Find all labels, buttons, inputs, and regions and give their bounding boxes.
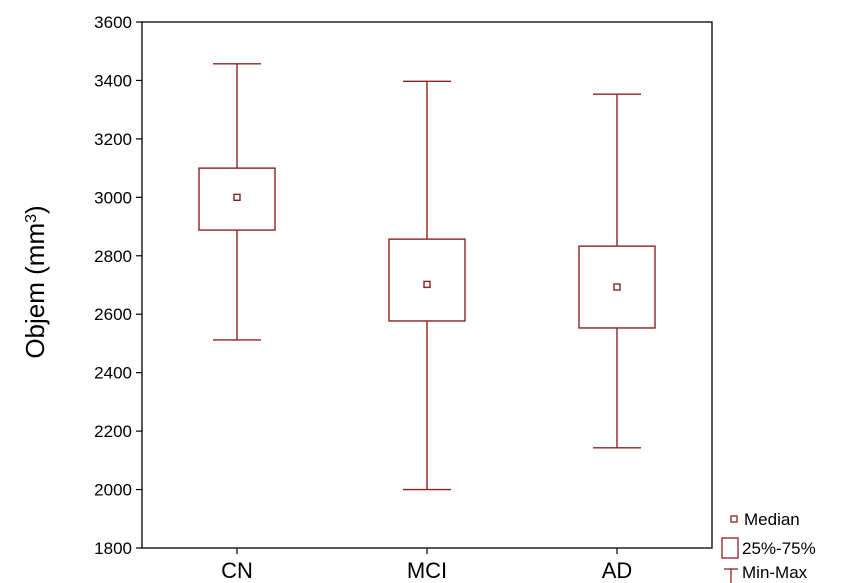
y-tick-label: 3000 xyxy=(94,188,132,207)
box-ad xyxy=(578,93,656,449)
y-tick-label: 2600 xyxy=(94,305,132,324)
box-cn xyxy=(198,63,276,341)
legend: Median 25%-75% Min-Max xyxy=(721,510,816,583)
iqr-box xyxy=(388,238,466,322)
legend-median-icon xyxy=(730,515,738,523)
y-tick-label: 1800 xyxy=(94,539,132,558)
y-tick-label: 2000 xyxy=(94,481,132,500)
legend-median-label: Median xyxy=(744,510,800,529)
y-axis-title-end: ) xyxy=(20,205,50,214)
y-tick-label: 2800 xyxy=(94,247,132,266)
x-axis-ticks: CN MCI AD xyxy=(221,548,632,583)
y-axis-ticks: 1800 2000 2200 2400 2600 2800 3000 3200 3400 3600 xyxy=(94,13,142,558)
x-category-label: MCI xyxy=(407,558,447,583)
y-axis-title-superscript: 3 xyxy=(23,214,40,223)
box-mci xyxy=(388,80,466,491)
legend-box-icon xyxy=(721,537,739,559)
y-axis-title: Objem (mm3) xyxy=(20,205,50,358)
boxes-layer xyxy=(198,63,656,491)
y-tick-label: 3200 xyxy=(94,130,132,149)
y-axis-title-main: Objem (mm xyxy=(20,223,50,359)
legend-box-label: 25%-75% xyxy=(742,539,816,558)
y-axis-label: Objem (mm3) xyxy=(20,205,50,358)
median-marker xyxy=(613,283,621,291)
median-marker xyxy=(423,280,431,289)
y-tick-label: 3400 xyxy=(94,71,132,90)
x-category-label: CN xyxy=(221,558,253,583)
y-tick-label: 2400 xyxy=(94,364,132,383)
x-category-label: AD xyxy=(602,558,633,583)
y-tick-label: 3600 xyxy=(94,13,132,32)
y-tick-label: 2200 xyxy=(94,422,132,441)
median-marker xyxy=(233,193,241,202)
legend-whisker-label: Min-Max xyxy=(742,563,808,582)
